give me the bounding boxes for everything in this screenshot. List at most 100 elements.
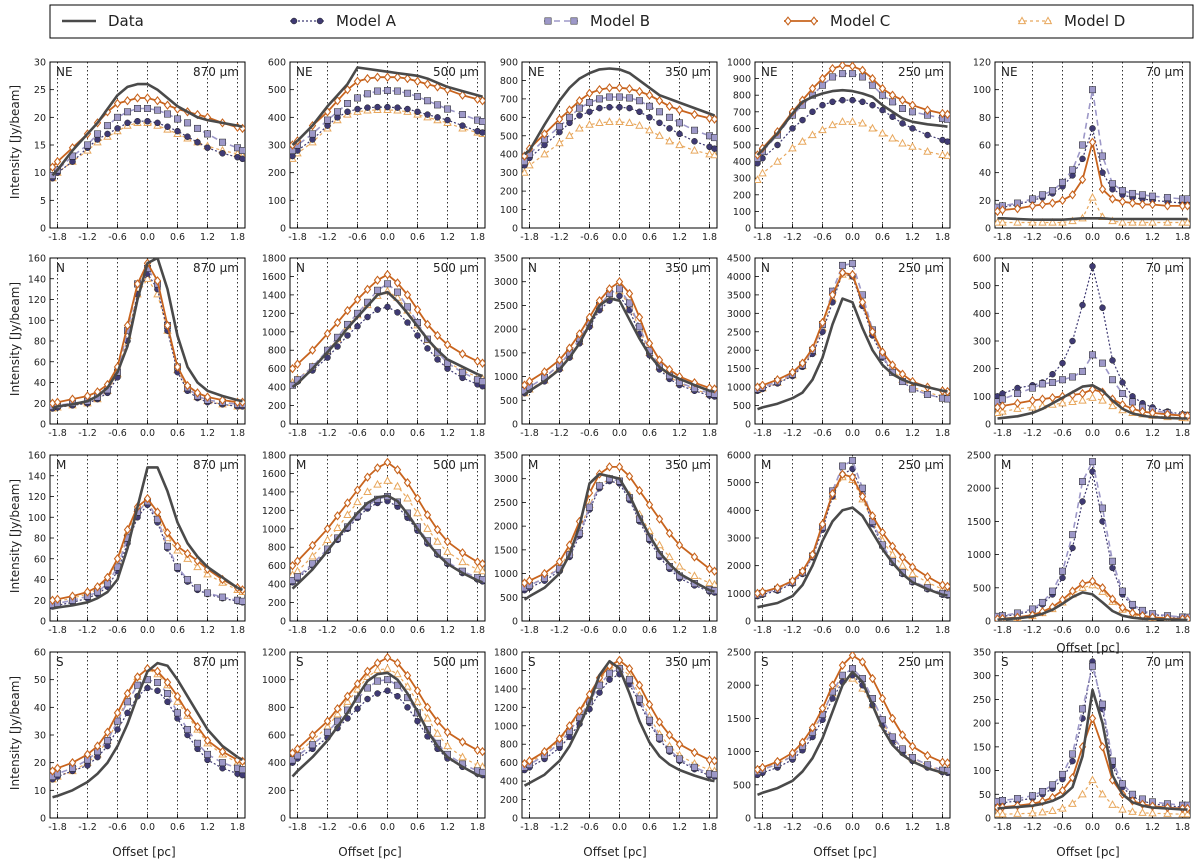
data-point-model-a <box>384 103 391 111</box>
y-tick-label: 2500 <box>727 327 751 338</box>
x-tick-label: 1.8 <box>1175 428 1190 439</box>
x-tick-label: 0.0 <box>845 428 860 439</box>
series-group <box>995 86 1190 226</box>
legend: Data Model A Model B Model C Model D <box>49 4 1194 39</box>
data-point-model-a <box>899 120 906 127</box>
x-tick-label: 0.0 <box>612 822 627 833</box>
series-line-data <box>757 297 948 411</box>
x-tick-label: -1.2 <box>318 822 337 833</box>
data-point-model-c <box>373 72 382 82</box>
data-point-model-c <box>605 284 614 294</box>
data-point-model-c <box>868 511 877 521</box>
data-point-model-a <box>691 138 698 145</box>
data-point-model-a <box>1089 125 1096 132</box>
series-line-data <box>523 659 715 787</box>
data-point-model-b <box>194 124 201 132</box>
data-point-model-c <box>858 491 867 502</box>
data-point-model-d <box>478 566 485 575</box>
series-line-data <box>997 383 1188 420</box>
data-point-model-b <box>154 678 161 686</box>
data-point-model-c <box>1138 199 1147 210</box>
region-label: NE <box>1001 65 1018 79</box>
x-tick-label: -1.2 <box>550 625 569 636</box>
series-group <box>50 661 245 799</box>
y-tick-label: 1000 <box>494 721 518 732</box>
panel-N-1: -1.8 -1.2 -0.6 0.0 0.6 1.2 1.8 0 200 400 600 800 100… <box>262 254 486 439</box>
panel-N-3: -1.8 -1.2 -0.6 0.0 0.6 1.2 1.8 0 500 1000 1500 2000… <box>727 254 951 439</box>
data-point-model-c <box>290 363 297 374</box>
y-tick-label: 40 <box>979 168 991 179</box>
data-point-model-d <box>705 578 714 587</box>
x-axis-label: Offset [pc] <box>1056 845 1119 859</box>
y-tick-label: 140 <box>28 274 46 285</box>
data-point-model-c <box>798 358 807 368</box>
data-point-model-c <box>1078 579 1087 589</box>
x-tick-label: 0.6 <box>410 625 425 636</box>
data-point-model-c <box>705 564 714 574</box>
region-label: S <box>296 655 304 669</box>
x-tick-label: 0.0 <box>380 822 395 833</box>
data-point-model-d <box>1058 398 1067 407</box>
data-point-model-d <box>1183 809 1190 818</box>
y-tick-label: 1000 <box>727 383 751 394</box>
data-point-model-d <box>393 669 402 678</box>
data-point-model-c <box>173 541 182 551</box>
data-point-model-c <box>625 471 634 482</box>
data-point-model-b <box>1129 600 1136 608</box>
data-point-model-b <box>576 104 583 112</box>
x-tick-label: 0.6 <box>1115 428 1130 439</box>
data-point-model-c <box>595 84 604 95</box>
series-group <box>995 263 1190 422</box>
data-point-model-a <box>859 98 866 106</box>
data-point-model-d <box>758 168 767 177</box>
data-point-model-c <box>123 96 132 106</box>
x-tick-label: -1.2 <box>318 625 337 636</box>
y-tick-label: 600 <box>733 124 751 135</box>
y-tick-label: 500 <box>500 593 518 604</box>
x-tick-label: 1.8 <box>470 428 485 439</box>
y-tick-label: 900 <box>733 74 751 85</box>
region-label: N <box>296 261 305 275</box>
data-point-model-c <box>888 360 897 370</box>
data-point-model-a <box>344 332 351 339</box>
legend-label: Data <box>108 12 144 30</box>
data-point-model-a <box>374 103 381 111</box>
y-tick-label: 120 <box>28 295 46 306</box>
data-point-model-c <box>838 268 847 278</box>
data-point-model-b <box>384 87 391 94</box>
y-tick-label: 350 <box>973 648 991 659</box>
x-tick-label: 0.6 <box>410 822 425 833</box>
data-point-model-c <box>103 727 112 737</box>
data-point-model-d <box>898 561 907 569</box>
y-tick-label: 1800 <box>494 648 518 659</box>
data-point-model-c <box>998 205 1007 215</box>
y-tick-label: 1500 <box>494 348 518 359</box>
wavelength-label: 500 μm <box>433 655 479 669</box>
data-point-model-c <box>173 362 182 372</box>
data-point-model-c <box>1108 194 1117 204</box>
y-tick-label: 30 <box>34 58 46 69</box>
data-point-model-c <box>848 652 857 661</box>
y-tick-label: 100 <box>973 766 991 777</box>
data-point-model-a <box>1079 155 1086 163</box>
data-point-model-d <box>675 140 684 149</box>
data-point-model-c <box>655 514 664 524</box>
data-point-model-b <box>829 73 836 81</box>
data-point-model-d <box>433 537 442 545</box>
series-line-data <box>756 88 948 156</box>
data-point-model-c <box>293 359 302 369</box>
data-point-model-d <box>373 665 382 674</box>
x-tick-label: 1.8 <box>935 428 950 439</box>
x-tick-label: -1.8 <box>993 428 1012 439</box>
data-point-model-c <box>998 401 1007 411</box>
x-tick-label: -0.6 <box>108 428 127 439</box>
data-point-model-b <box>1109 557 1116 565</box>
data-point-model-b <box>1099 504 1106 512</box>
data-point-model-c <box>473 745 482 755</box>
data-point-model-c <box>938 108 947 119</box>
data-point-model-c <box>878 347 887 357</box>
y-axis-label: Intensity [Jy/beam] <box>8 479 22 593</box>
data-point-model-d <box>710 579 717 588</box>
data-point-model-d <box>798 137 807 145</box>
data-point-model-c <box>413 493 422 504</box>
